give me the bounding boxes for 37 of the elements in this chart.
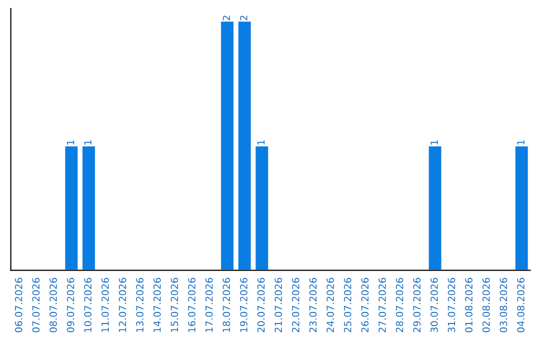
- x-tick-label: 18.07.2026: [222, 278, 230, 332]
- x-tick-label: 16.07.2026: [188, 278, 196, 332]
- data-label: 1: [430, 140, 438, 145]
- x-tick-label: 10.07.2026: [84, 278, 92, 332]
- data-label: 1: [517, 140, 524, 145]
- x-tick-label: 28.07.2026: [396, 278, 404, 332]
- x-tick-label: 01.08.2026: [465, 278, 472, 332]
- data-label: 2: [222, 16, 230, 20]
- data-label: 2: [240, 16, 248, 20]
- x-tick-label: 15.07.2026: [170, 278, 178, 332]
- x-tick-label: 19.07.2026: [240, 278, 248, 332]
- x-tick-label: 14.07.2026: [153, 278, 161, 332]
- data-label: 1: [84, 140, 92, 145]
- x-tick-label: 30.07.2026: [430, 278, 438, 332]
- x-tick-label: 13.07.2026: [136, 278, 144, 332]
- x-tick-label: 07.07.2026: [32, 278, 40, 332]
- data-label: 1: [257, 140, 265, 145]
- x-tick-label: 20.07.2026: [257, 278, 265, 332]
- x-tick-label: 08.07.2026: [50, 278, 57, 332]
- x-tick-label: 03.08.2026: [500, 278, 508, 332]
- x-tick-label: 09.07.2026: [66, 278, 74, 332]
- data-label: 1: [67, 140, 74, 145]
- x-tick-label: 02.08.2026: [482, 278, 490, 332]
- x-tick-label: 26.07.2026: [361, 278, 369, 332]
- x-tick-label: 22.07.2026: [292, 278, 300, 332]
- x-tick-label: 06.07.2026: [14, 278, 22, 332]
- x-tick-label: 11.07.2026: [102, 278, 109, 332]
- x-tick-label: 17.07.2026: [205, 278, 213, 332]
- x-tick-label: 31.07.2026: [448, 278, 456, 332]
- x-tick-label: 12.07.2026: [118, 278, 126, 332]
- x-tick-label: 29.07.2026: [413, 278, 421, 332]
- x-tick-label: 21.07.2026: [274, 278, 282, 332]
- x-tick-label: 23.07.2026: [309, 278, 317, 332]
- x-tick-label: 25.07.2026: [344, 278, 352, 332]
- x-tick-label: 04.08.2026: [517, 278, 524, 332]
- x-tick-label: 24.07.2026: [326, 278, 334, 332]
- x-tick-label: 27.07.2026: [378, 278, 386, 332]
